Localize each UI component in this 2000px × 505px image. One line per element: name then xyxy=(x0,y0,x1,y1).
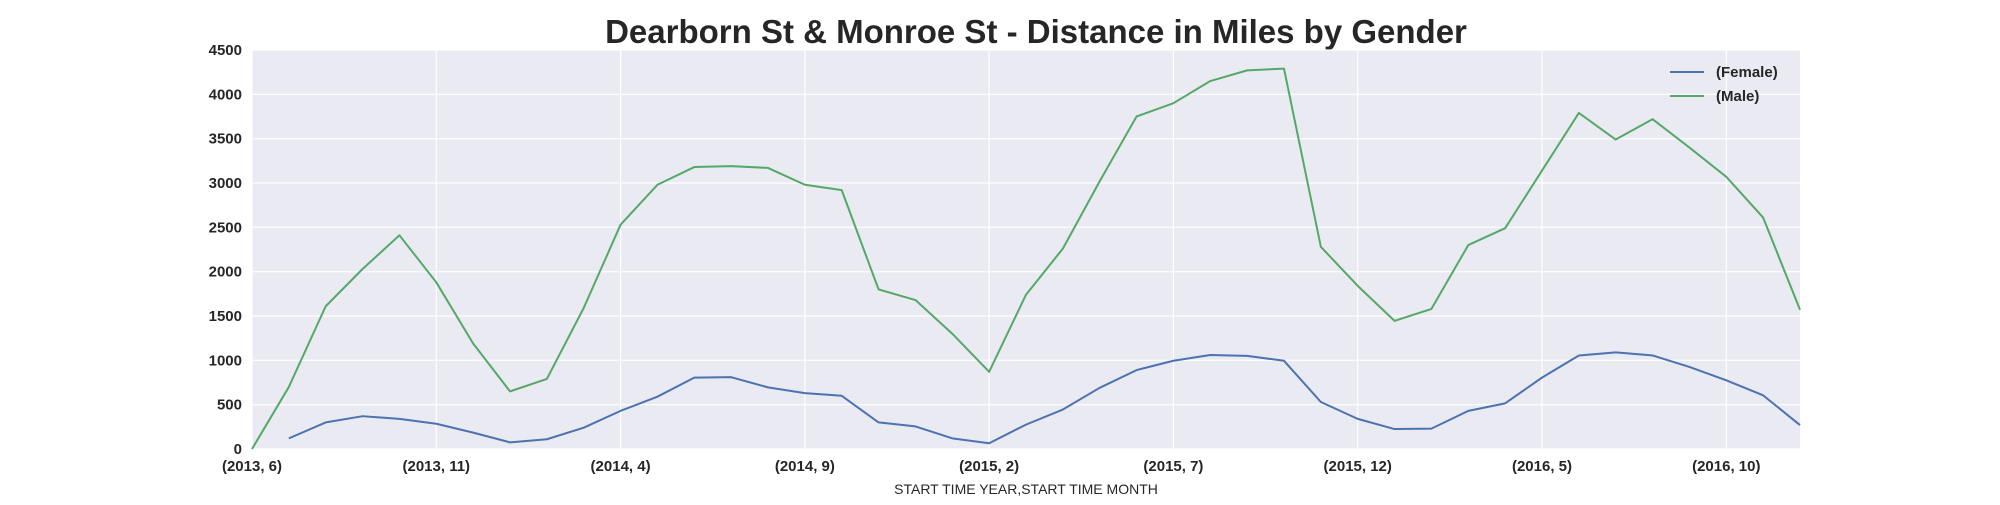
y-tick-label: 0 xyxy=(234,441,242,458)
x-tick-label: (2016, 10) xyxy=(1692,458,1760,475)
x-tick-label: (2015, 7) xyxy=(1143,458,1203,475)
y-tick-label: 1000 xyxy=(209,352,242,369)
y-tick-label: 3000 xyxy=(209,175,242,192)
plot-area: 0 500 1000 1500 2000 2500 3000 3500 4000 4500 (201… xyxy=(209,42,1801,475)
legend: (Female) (Male) xyxy=(1670,64,1778,105)
x-tick-label: (2015, 12) xyxy=(1324,458,1392,475)
x-axis-label: START TIME YEAR,START TIME MONTH xyxy=(894,481,1158,497)
y-tick-label: 2000 xyxy=(209,264,242,281)
y-tick-label: 1500 xyxy=(209,308,242,325)
legend-label-female: (Female) xyxy=(1716,64,1778,81)
y-tick-label: 2500 xyxy=(209,219,242,236)
x-tick-label: (2013, 6) xyxy=(222,458,282,475)
x-tick-label: (2014, 9) xyxy=(775,458,835,475)
plot-background xyxy=(252,50,1800,449)
x-tick-label: (2016, 5) xyxy=(1512,458,1572,475)
y-tick-label: 4000 xyxy=(209,86,242,103)
y-tick-label: 3500 xyxy=(209,131,242,148)
x-tick-label: (2013, 11) xyxy=(403,458,471,475)
series-line-male xyxy=(251,67,1801,450)
chart-title: Dearborn St & Monroe St - Distance in Mi… xyxy=(605,13,1467,50)
series-line-female xyxy=(288,351,1801,445)
x-tick-label: (2015, 2) xyxy=(959,458,1019,475)
y-tick-label: 500 xyxy=(217,397,242,414)
y-tick-label: 4500 xyxy=(209,42,242,59)
x-tick-label: (2014, 4) xyxy=(591,458,651,475)
legend-label-male: (Male) xyxy=(1716,88,1759,105)
